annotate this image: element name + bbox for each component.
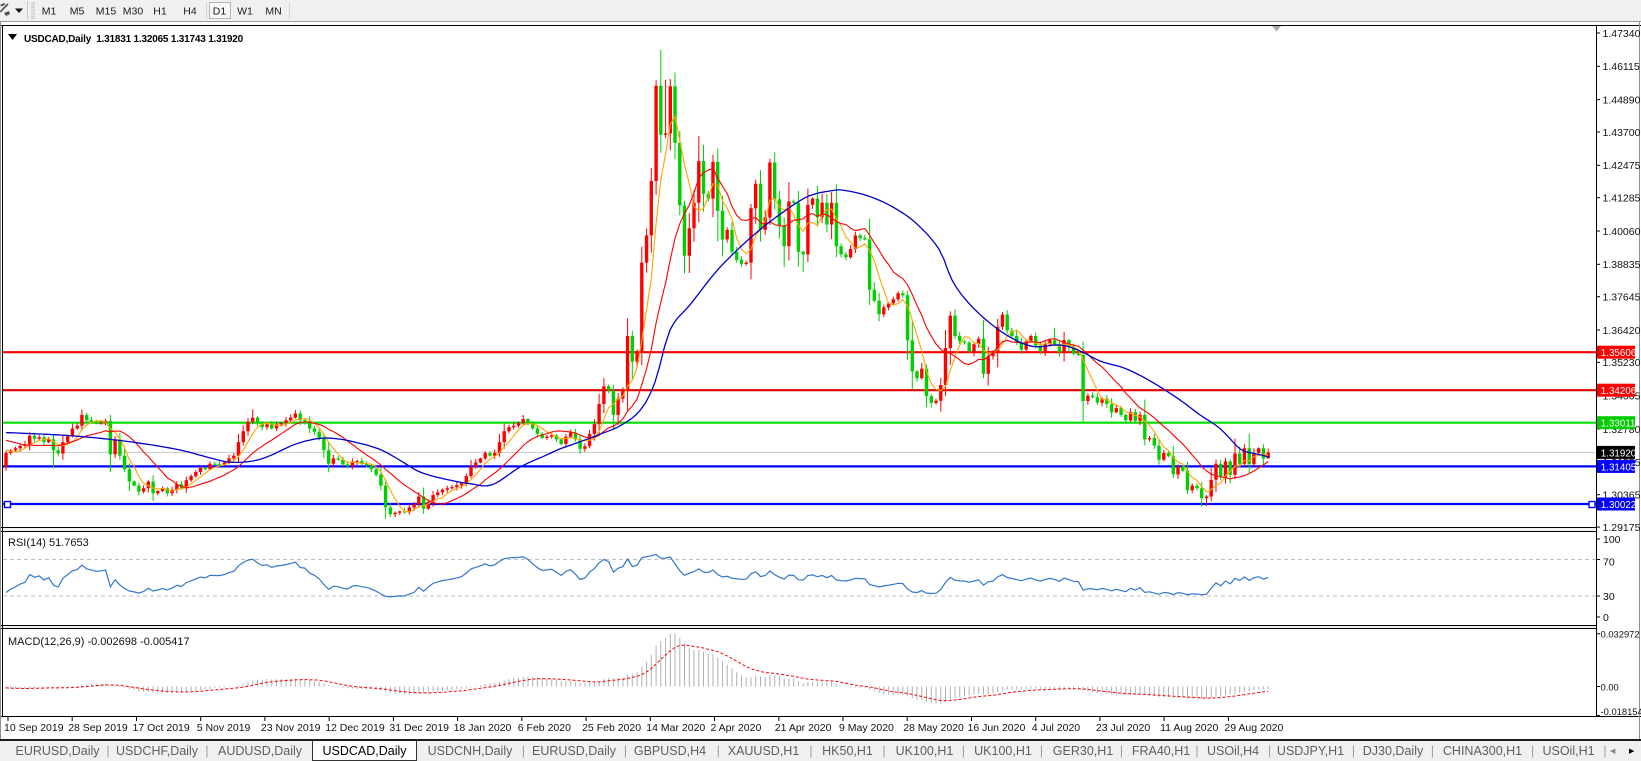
svg-text:12 Dec 2019: 12 Dec 2019	[325, 722, 385, 734]
svg-text:1.40060: 1.40060	[1603, 226, 1641, 238]
svg-text:1.41285: 1.41285	[1603, 193, 1641, 205]
svg-text:1.30022: 1.30022	[1601, 500, 1636, 511]
svg-text:D1: D1	[213, 6, 227, 18]
svg-text:1.43700: 1.43700	[1603, 127, 1641, 139]
svg-text:1.33011: 1.33011	[1601, 419, 1636, 430]
svg-text:9 May 2020: 9 May 2020	[839, 722, 894, 734]
svg-text:1.46115: 1.46115	[1603, 61, 1640, 73]
svg-text:MN: MN	[265, 6, 281, 18]
svg-text:31 Dec 2019: 31 Dec 2019	[389, 722, 449, 734]
svg-text:28 Sep 2019: 28 Sep 2019	[68, 722, 128, 734]
svg-text:0.032972: 0.032972	[1601, 629, 1640, 640]
svg-text:100: 100	[1603, 534, 1621, 546]
svg-text:1.31405: 1.31405	[1601, 462, 1637, 473]
svg-text:1.42475: 1.42475	[1603, 160, 1641, 172]
svg-text:-0.018154: -0.018154	[1601, 706, 1641, 717]
svg-text:1.37645: 1.37645	[1603, 292, 1641, 304]
svg-text:USDCAD,Daily 1.31831 1.32065: USDCAD,Daily 1.31831 1.32065 1.31743 1.3…	[24, 34, 244, 45]
svg-text:6 Feb 2020: 6 Feb 2020	[518, 722, 571, 734]
svg-text:5 Nov 2019: 5 Nov 2019	[197, 722, 251, 734]
svg-text:0.00: 0.00	[1601, 681, 1619, 692]
svg-text:21 Apr 2020: 21 Apr 2020	[775, 722, 832, 734]
svg-text:11 Aug 2020: 11 Aug 2020	[1160, 722, 1218, 734]
svg-text:1.29175: 1.29175	[1603, 522, 1641, 534]
svg-text:MACD(12,26,9) -0.002698 -0.005: MACD(12,26,9) -0.002698 -0.005417	[8, 636, 190, 648]
svg-text:1.38835: 1.38835	[1603, 259, 1641, 271]
svg-text:1.36420: 1.36420	[1603, 325, 1641, 337]
svg-text:0: 0	[1603, 612, 1609, 624]
svg-text:28 May 2020: 28 May 2020	[903, 722, 964, 734]
svg-text:1.35606: 1.35606	[1601, 348, 1637, 359]
svg-text:H4: H4	[183, 6, 197, 18]
svg-text:1.35230: 1.35230	[1603, 357, 1641, 369]
svg-text:14 Mar 2020: 14 Mar 2020	[646, 722, 705, 734]
svg-text:17 Oct 2019: 17 Oct 2019	[133, 722, 190, 734]
svg-text:RSI(14) 51.7653: RSI(14) 51.7653	[8, 537, 89, 549]
svg-text:1.47340: 1.47340	[1603, 28, 1641, 40]
svg-text:16 Jun 2020: 16 Jun 2020	[968, 722, 1026, 734]
svg-text:10 Sep 2019: 10 Sep 2019	[4, 722, 64, 734]
svg-text:23 Nov 2019: 23 Nov 2019	[261, 722, 321, 734]
svg-text:1.31920: 1.31920	[1601, 448, 1637, 459]
svg-text:W1: W1	[237, 6, 253, 18]
svg-text:M5: M5	[70, 6, 85, 18]
svg-text:H1: H1	[153, 6, 167, 18]
svg-text:23 Jul 2020: 23 Jul 2020	[1096, 722, 1150, 734]
svg-text:2 Apr 2020: 2 Apr 2020	[711, 722, 762, 734]
svg-text:1.34206: 1.34206	[1601, 386, 1637, 397]
svg-text:4 Jul 2020: 4 Jul 2020	[1032, 722, 1081, 734]
svg-text:70: 70	[1603, 556, 1615, 568]
svg-text:1.44890: 1.44890	[1603, 94, 1641, 106]
svg-text:30: 30	[1603, 591, 1615, 603]
svg-text:M1: M1	[42, 6, 57, 18]
svg-text:M15: M15	[96, 6, 117, 18]
svg-text:18 Jan 2020: 18 Jan 2020	[454, 722, 512, 734]
svg-text:M30: M30	[123, 6, 144, 18]
svg-text:29 Aug 2020: 29 Aug 2020	[1224, 722, 1283, 734]
svg-text:25 Feb 2020: 25 Feb 2020	[582, 722, 641, 734]
